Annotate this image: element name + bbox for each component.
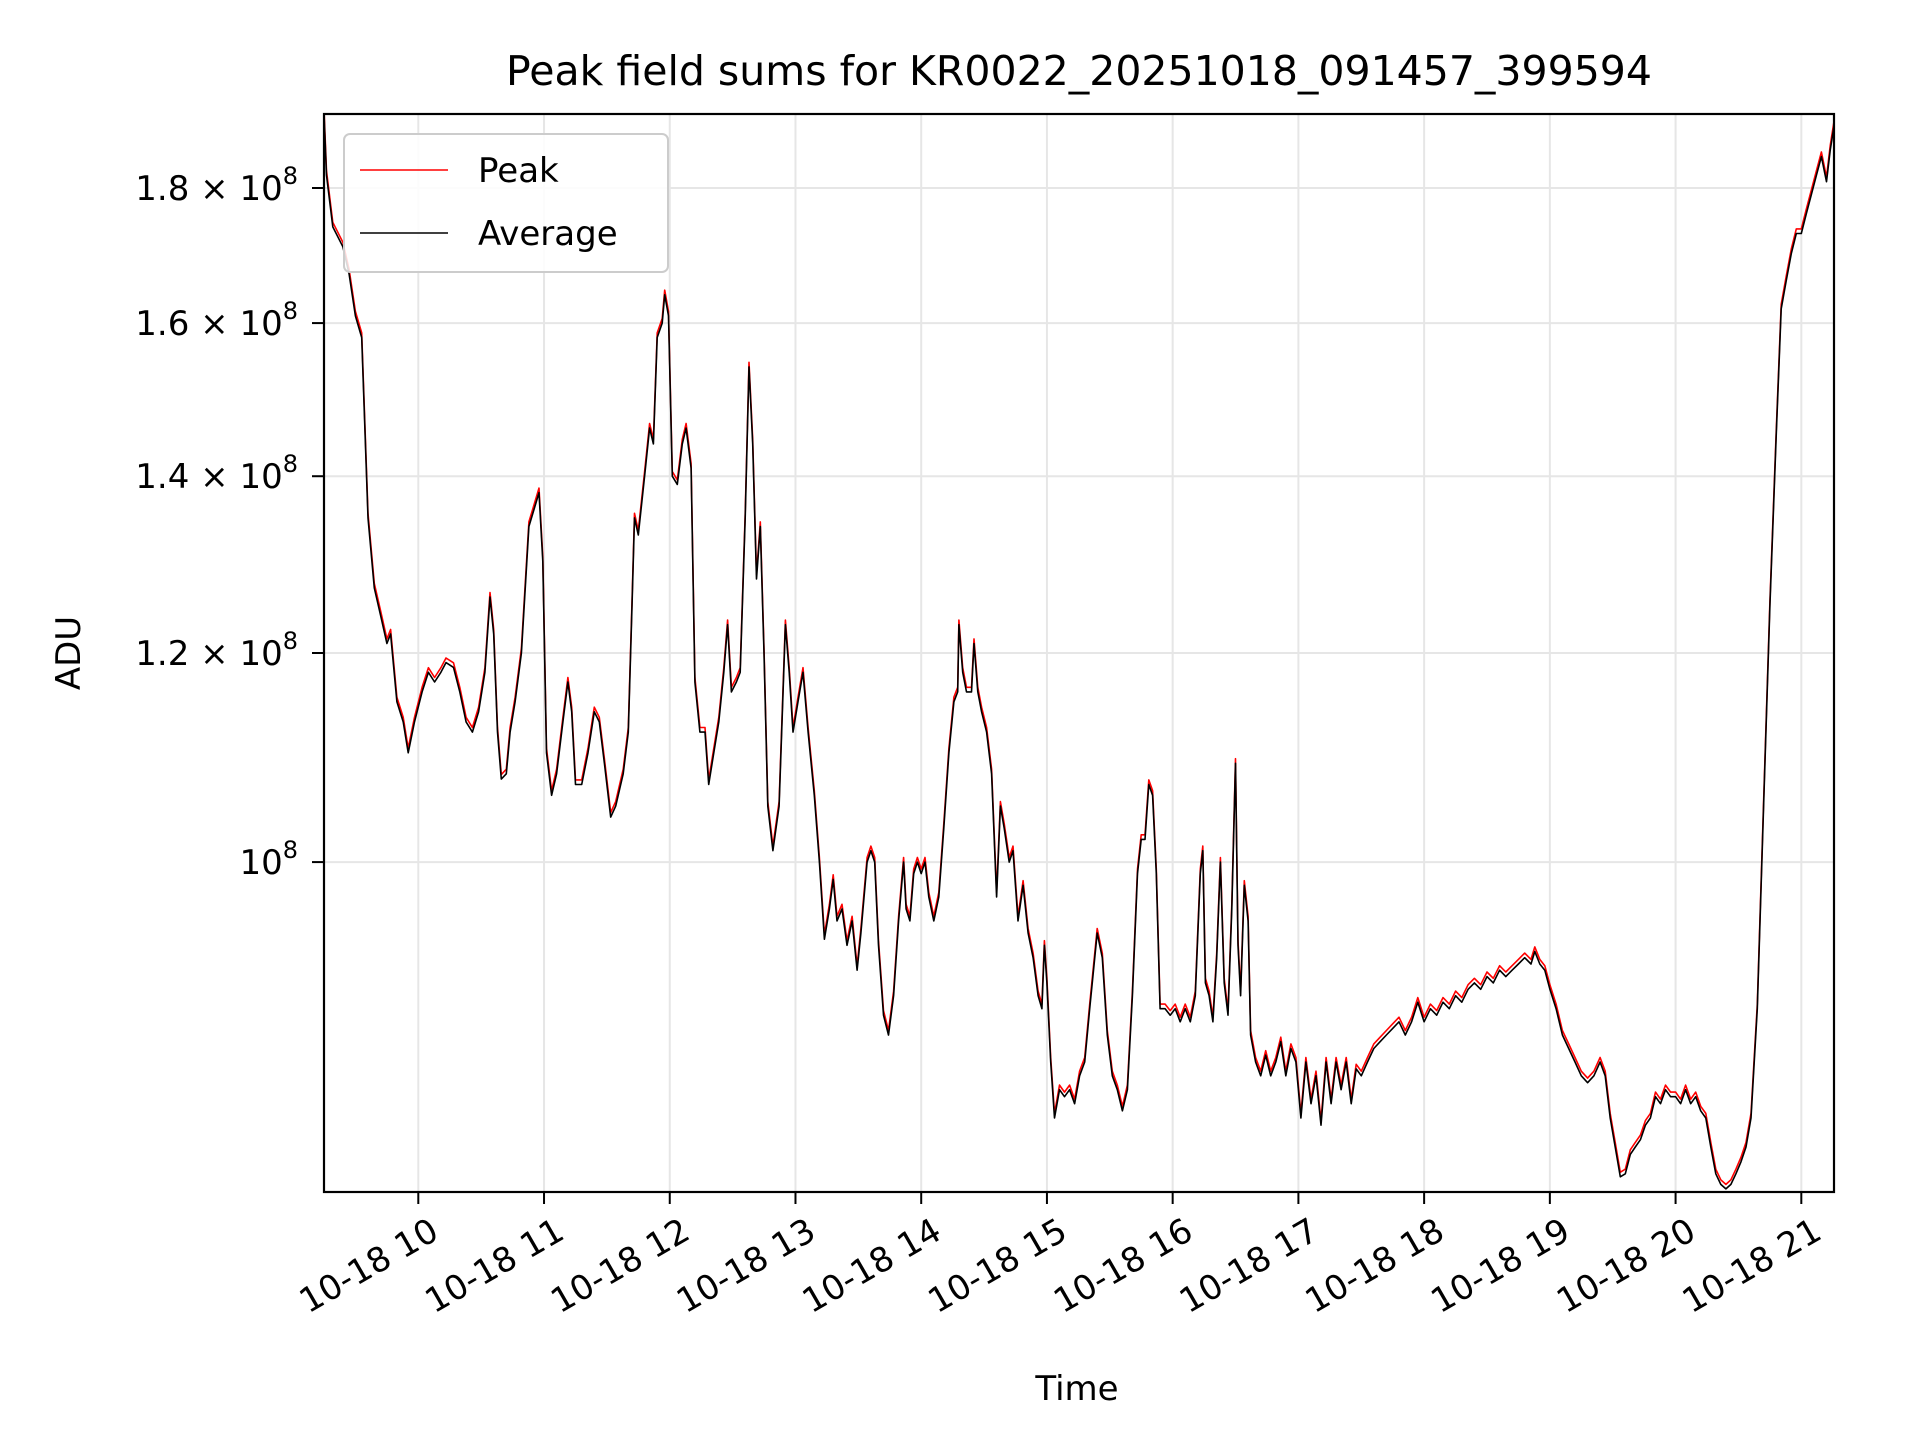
chart-title: Peak field sums for KR0022_20251018_0914… xyxy=(506,47,1652,95)
y-tick-label: 108 xyxy=(239,836,298,883)
y-axis-label: ADU xyxy=(49,616,89,690)
legend-average-label: Average xyxy=(478,214,618,254)
series-average-line xyxy=(324,114,1834,1190)
y-tick-label: 1.4 × 108 xyxy=(135,450,298,497)
legend: Peak Average xyxy=(343,133,669,273)
y-tick-exponent: 8 xyxy=(283,297,298,325)
grid-layer xyxy=(324,114,1834,1192)
y-tick-exponent: 8 xyxy=(283,162,298,190)
y-tick-label: 1.8 × 108 xyxy=(135,162,298,209)
legend-box xyxy=(343,133,669,273)
y-tick-exponent: 8 xyxy=(283,450,298,478)
y-tick-exponent: 8 xyxy=(283,836,298,864)
y-tick-mantissa: 1.6 × 10 xyxy=(135,304,282,344)
y-tick-label: 1.2 × 108 xyxy=(135,627,298,674)
x-axis-label: Time xyxy=(1034,1369,1118,1409)
y-tick-mantissa: 1.4 × 10 xyxy=(135,457,282,497)
series-layer xyxy=(324,114,1834,1190)
y-tick-mantissa: 10 xyxy=(239,843,282,883)
y-tick-exponent: 8 xyxy=(283,627,298,655)
plot-frame xyxy=(322,112,1836,1194)
y-tick-label: 1.6 × 108 xyxy=(135,297,298,344)
y-tick-mantissa: 1.2 × 10 xyxy=(135,634,282,674)
y-tick-mantissa: 1.8 × 10 xyxy=(135,169,282,209)
legend-peak-label: Peak xyxy=(478,151,559,191)
